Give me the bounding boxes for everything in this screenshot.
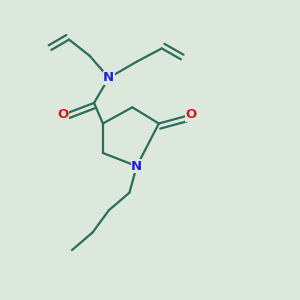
Text: O: O	[58, 108, 69, 121]
Text: N: N	[131, 160, 142, 173]
Text: O: O	[186, 108, 197, 121]
Text: N: N	[103, 71, 114, 84]
